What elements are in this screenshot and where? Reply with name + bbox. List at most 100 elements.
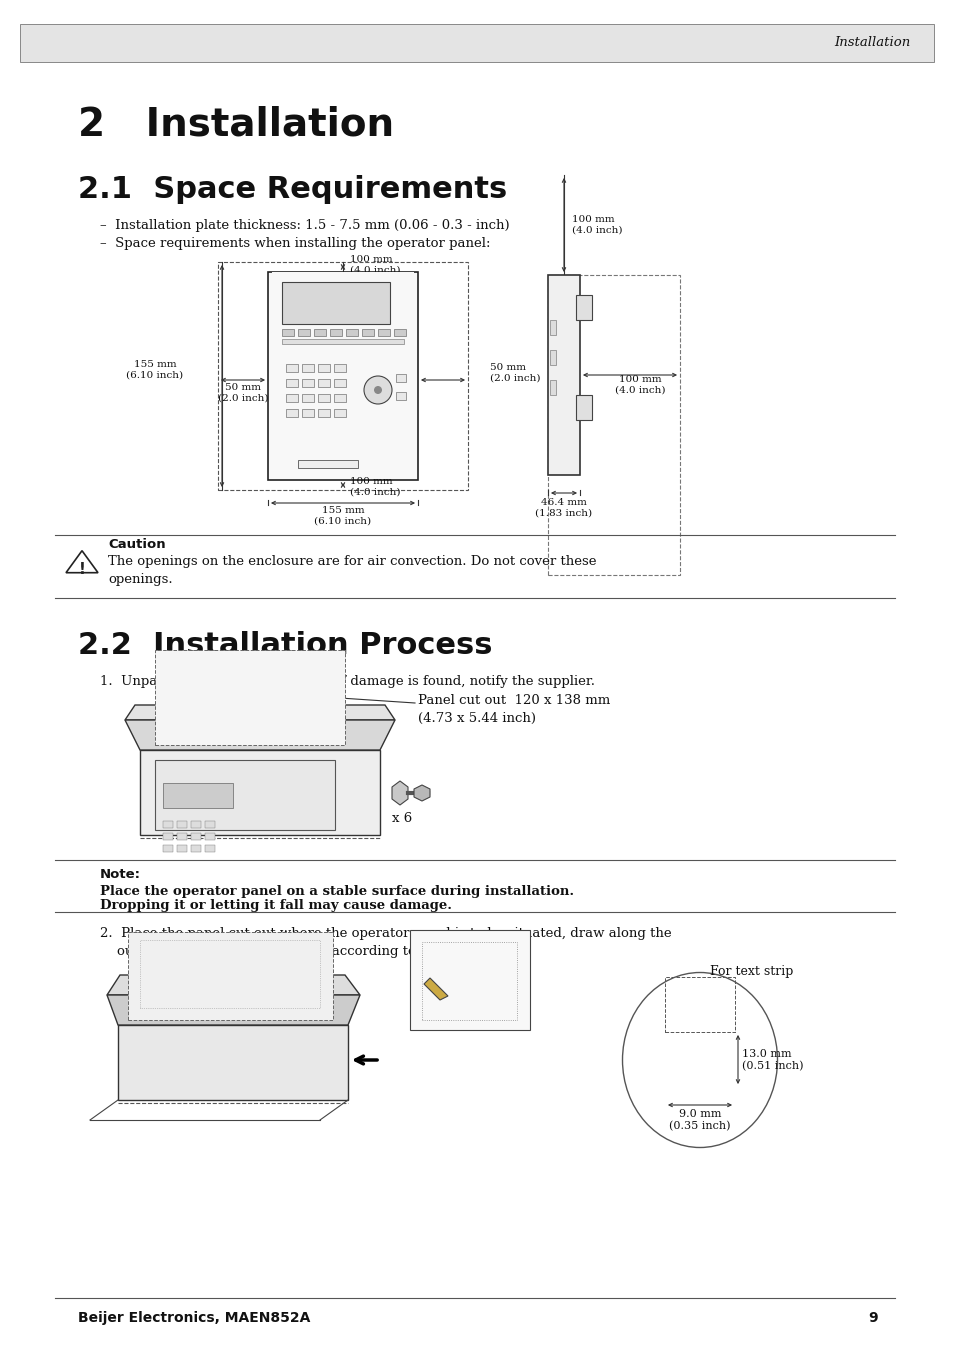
- Bar: [205, 834, 214, 840]
- Text: outer sides of the holes and cut according to the markings.: outer sides of the holes and cut accordi…: [100, 946, 513, 958]
- Bar: [550, 350, 556, 365]
- Polygon shape: [66, 551, 98, 573]
- Bar: [191, 834, 201, 840]
- Bar: [547, 276, 579, 476]
- Bar: [140, 940, 319, 1008]
- Bar: [154, 650, 345, 744]
- Text: Dropping it or letting it fall may cause damage.: Dropping it or letting it fall may cause…: [100, 900, 452, 912]
- Bar: [282, 339, 403, 345]
- Bar: [334, 380, 346, 386]
- Bar: [664, 977, 734, 1032]
- Bar: [282, 282, 390, 324]
- Text: 1.  Unpack and check the delivery. If damage is found, notify the supplier.: 1. Unpack and check the delivery. If dam…: [100, 676, 595, 689]
- Text: 50 mm
(2.0 inch): 50 mm (2.0 inch): [217, 384, 268, 403]
- Bar: [395, 374, 406, 382]
- Bar: [346, 330, 357, 336]
- Bar: [302, 380, 314, 386]
- Text: Place the operator panel on a stable surface during installation.: Place the operator panel on a stable sur…: [100, 885, 574, 897]
- Bar: [297, 330, 310, 336]
- Ellipse shape: [622, 973, 777, 1147]
- Text: 2.2  Installation Process: 2.2 Installation Process: [78, 631, 492, 659]
- Bar: [394, 330, 406, 336]
- Text: Beijer Electronics, MAEN852A: Beijer Electronics, MAEN852A: [78, 1310, 310, 1325]
- Text: Installation: Installation: [833, 36, 909, 50]
- Polygon shape: [125, 705, 395, 720]
- Bar: [395, 392, 406, 400]
- Bar: [302, 363, 314, 372]
- Bar: [286, 394, 297, 403]
- Bar: [377, 330, 390, 336]
- Bar: [128, 932, 333, 1020]
- Bar: [177, 844, 187, 852]
- Bar: [272, 272, 414, 284]
- Polygon shape: [125, 720, 395, 750]
- Text: 100 mm
(4.0 inch): 100 mm (4.0 inch): [614, 376, 664, 394]
- Bar: [314, 330, 326, 336]
- Bar: [550, 320, 556, 335]
- Bar: [421, 942, 517, 1020]
- Bar: [330, 330, 341, 336]
- Polygon shape: [423, 978, 448, 1000]
- Bar: [286, 409, 297, 417]
- Bar: [205, 821, 214, 828]
- Bar: [576, 394, 592, 420]
- Text: openings.: openings.: [108, 574, 172, 586]
- Polygon shape: [414, 785, 430, 801]
- Bar: [576, 295, 592, 320]
- Bar: [334, 394, 346, 403]
- Bar: [302, 409, 314, 417]
- Bar: [317, 409, 330, 417]
- Text: !: !: [78, 562, 86, 577]
- Bar: [163, 784, 233, 808]
- Bar: [282, 330, 294, 336]
- Bar: [334, 409, 346, 417]
- Bar: [218, 262, 468, 490]
- Bar: [286, 380, 297, 386]
- Polygon shape: [107, 975, 359, 994]
- Text: 46.4 mm
(1.83 inch): 46.4 mm (1.83 inch): [535, 499, 592, 517]
- Circle shape: [364, 376, 392, 404]
- Bar: [317, 363, 330, 372]
- Bar: [317, 394, 330, 403]
- Text: The openings on the enclosure are for air convection. Do not cover these: The openings on the enclosure are for ai…: [108, 555, 596, 569]
- Text: 155 mm
(6.10 inch): 155 mm (6.10 inch): [314, 507, 371, 526]
- Bar: [163, 844, 172, 852]
- Text: 2   Installation: 2 Installation: [78, 105, 394, 145]
- Text: 2.  Place the panel cut out where the operator panel is to be situated, draw alo: 2. Place the panel cut out where the ope…: [100, 928, 671, 940]
- Text: 13.0 mm
(0.51 inch): 13.0 mm (0.51 inch): [741, 1048, 802, 1071]
- Polygon shape: [140, 750, 379, 835]
- Bar: [205, 844, 214, 852]
- Text: 100 mm
(4.0 inch): 100 mm (4.0 inch): [350, 255, 400, 274]
- Text: (4.73 x 5.44 inch): (4.73 x 5.44 inch): [417, 712, 536, 724]
- Text: 100 mm
(4.0 inch): 100 mm (4.0 inch): [572, 215, 622, 235]
- Bar: [163, 821, 172, 828]
- Bar: [317, 380, 330, 386]
- Bar: [302, 394, 314, 403]
- Bar: [334, 363, 346, 372]
- Bar: [20, 24, 933, 62]
- Bar: [286, 363, 297, 372]
- Bar: [177, 821, 187, 828]
- Text: Panel cut out  120 x 138 mm: Panel cut out 120 x 138 mm: [417, 693, 610, 707]
- Bar: [547, 276, 679, 576]
- Text: Caution: Caution: [108, 539, 166, 551]
- Bar: [177, 834, 187, 840]
- Bar: [410, 929, 530, 1029]
- Text: 9.0 mm
(0.35 inch): 9.0 mm (0.35 inch): [669, 1109, 730, 1131]
- Text: 100 mm
(4.0 inch): 100 mm (4.0 inch): [350, 477, 400, 497]
- Text: –  Space requirements when installing the operator panel:: – Space requirements when installing the…: [100, 236, 490, 250]
- Polygon shape: [392, 781, 408, 805]
- Bar: [191, 821, 201, 828]
- Text: Note:: Note:: [100, 869, 141, 881]
- Text: 2.1  Space Requirements: 2.1 Space Requirements: [78, 176, 507, 204]
- Bar: [361, 330, 374, 336]
- Bar: [163, 834, 172, 840]
- Circle shape: [374, 386, 381, 394]
- Bar: [297, 459, 357, 467]
- Bar: [268, 272, 417, 480]
- Text: 9: 9: [867, 1310, 877, 1325]
- Text: 155 mm
(6.10 inch): 155 mm (6.10 inch): [127, 361, 183, 380]
- Bar: [550, 380, 556, 394]
- Polygon shape: [107, 994, 359, 1025]
- Text: For text strip: For text strip: [709, 966, 793, 978]
